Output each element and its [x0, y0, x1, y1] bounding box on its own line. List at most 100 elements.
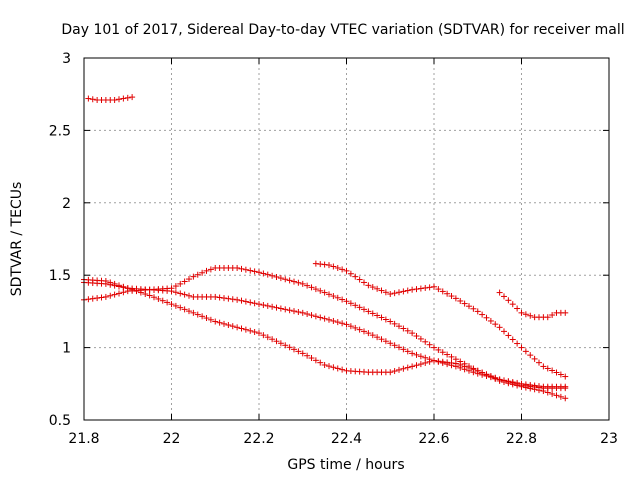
data-point: [330, 293, 337, 300]
data-point: [557, 393, 564, 400]
data-point: [299, 280, 306, 287]
data-point: [295, 308, 302, 315]
data-point: [369, 310, 376, 317]
data-point: [496, 377, 503, 384]
data-point: [181, 291, 188, 298]
data-point: [339, 266, 346, 273]
data-point: [124, 285, 131, 292]
data-point: [387, 291, 394, 298]
data-point: [234, 264, 241, 271]
data-point: [466, 364, 472, 371]
data-point: [409, 286, 416, 293]
data-point: [374, 312, 381, 319]
data-point: [417, 285, 424, 292]
data-point: [291, 308, 297, 315]
data-point: [501, 328, 507, 335]
data-point: [247, 267, 254, 274]
data-point: [339, 320, 346, 327]
data-point: [277, 340, 284, 347]
data-point: [404, 287, 411, 294]
data-point: [273, 304, 280, 311]
data-point: [361, 279, 367, 286]
y-tick-label: 0.5: [49, 413, 71, 429]
data-point: [286, 307, 293, 314]
data-point: [203, 315, 210, 322]
data-point: [111, 96, 118, 103]
data-point: [505, 380, 512, 387]
data-point: [549, 390, 556, 397]
data-point: [321, 289, 328, 296]
data-point: [378, 287, 385, 294]
data-point: [225, 295, 232, 302]
data-point: [282, 276, 289, 283]
data-point: [501, 293, 507, 300]
data-point: [387, 340, 394, 347]
data-point: [225, 322, 232, 329]
data-point: [522, 384, 529, 391]
data-point: [553, 392, 560, 399]
data-point: [260, 302, 267, 309]
data-point: [172, 289, 179, 296]
series-satellite-a: [85, 94, 136, 103]
data-point: [540, 363, 547, 370]
data-point: [120, 95, 127, 102]
data-point: [439, 349, 446, 356]
data-point: [308, 312, 315, 319]
data-point: [343, 298, 350, 305]
data-point: [334, 264, 341, 271]
data-point: [365, 308, 372, 315]
data-point: [479, 369, 486, 376]
data-point: [282, 306, 289, 313]
data-point: [474, 308, 481, 315]
data-point: [317, 359, 324, 366]
data-point: [295, 348, 302, 355]
data-point: [527, 312, 534, 319]
data-point: [527, 352, 534, 359]
data-point: [422, 359, 429, 366]
data-point: [264, 334, 271, 341]
data-point: [291, 278, 297, 285]
series-satellite-f: [496, 289, 569, 321]
data-point: [168, 288, 175, 295]
data-point: [129, 94, 136, 101]
data-point: [448, 359, 455, 366]
data-point: [487, 373, 494, 380]
data-point: [251, 268, 258, 275]
data-point: [505, 297, 512, 304]
data-point: [347, 270, 354, 277]
data-point: [514, 305, 521, 312]
data-point: [387, 369, 394, 376]
data-point: [181, 306, 188, 313]
data-point: [89, 295, 96, 302]
data-point: [102, 293, 109, 300]
data-point: [273, 273, 280, 280]
data-point: [334, 365, 341, 372]
data-point: [562, 373, 569, 380]
data-point: [409, 350, 416, 357]
data-point: [378, 336, 385, 343]
data-point: [242, 298, 249, 305]
data-point: [98, 294, 105, 301]
data-point: [339, 296, 346, 303]
data-point: [304, 311, 311, 318]
data-point: [417, 361, 424, 368]
data-point: [496, 324, 503, 331]
data-point: [352, 273, 359, 280]
data-point: [212, 318, 219, 325]
data-point: [536, 387, 542, 394]
data-point: [531, 386, 538, 393]
data-point: [431, 357, 437, 364]
data-point: [505, 332, 512, 339]
data-point: [321, 361, 328, 368]
data-point: [365, 330, 372, 337]
data-point: [400, 365, 407, 372]
data-point: [85, 296, 92, 303]
data-point: [426, 358, 433, 365]
data-point: [518, 344, 525, 351]
data-point: [334, 294, 341, 301]
data-point: [277, 275, 284, 282]
data-point: [247, 299, 254, 306]
data-point: [273, 338, 280, 345]
data-point: [164, 299, 171, 306]
